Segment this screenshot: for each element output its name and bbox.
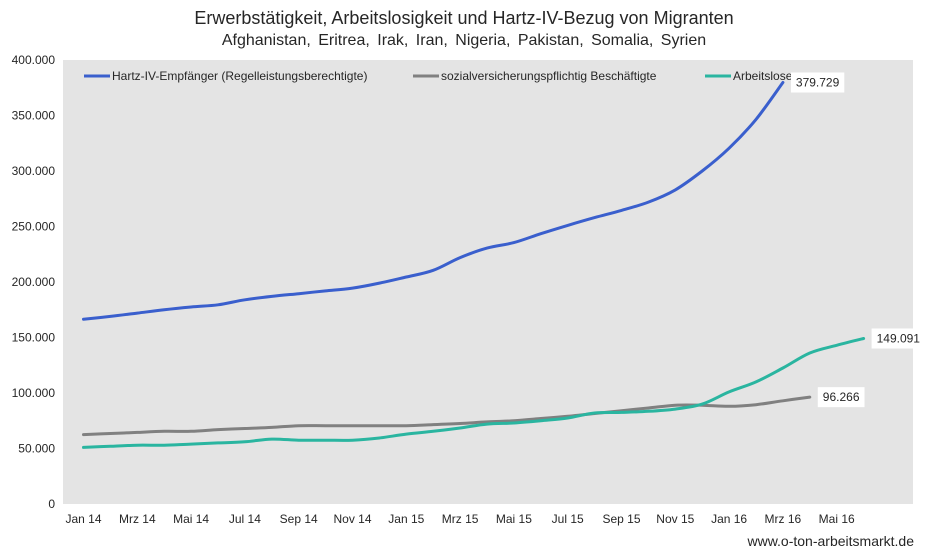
chart-title: Erwerbstätigkeit, Arbeitslosigkeit und H… [194,8,734,28]
x-tick-label: Sep 15 [602,512,640,526]
x-tick-label: Jul 15 [552,512,584,526]
chart-subtitle: Afghanistan, Eritrea, Irak, Iran, Nigeri… [221,32,707,49]
legend: Hartz-IV-Empfänger (Regelleistungsberech… [84,69,793,83]
y-tick-label: 400.000 [12,53,56,67]
x-tick-label: Jan 15 [388,512,424,526]
y-tick-label: 100.000 [12,386,56,400]
end-value-label: 149.091 [877,332,921,346]
x-tick-label: Mrz 16 [765,512,802,526]
series-lines [82,81,866,449]
end-value-label: 379.729 [796,76,840,90]
x-axis: Jan 14 Mrz 14 Mai 14 Jul 14 Sep 14 Nov 14 Jan … [65,512,855,526]
series-line [82,337,866,449]
plot-area [63,60,913,504]
x-tick-label: Mai 15 [496,512,532,526]
x-tick-label: Mrz 14 [119,512,156,526]
end-label-box [790,72,845,93]
x-tick-label: Jan 14 [65,512,101,526]
x-tick-label: Sep 14 [280,512,318,526]
end-label-box [817,387,865,408]
source-credit: www.o-ton-arbeitsmarkt.de [747,533,914,549]
y-tick-label: 350.000 [12,109,56,123]
y-tick-label: 150.000 [12,331,56,345]
y-tick-label: 200.000 [12,275,56,289]
x-tick-label: Mrz 15 [442,512,479,526]
legend-label: sozialversicherungspflichtig Beschäftigt… [441,69,657,83]
y-tick-label: 250.000 [12,220,56,234]
end-labels: 379.729 96.266 149.091 [790,72,925,408]
x-tick-label: Nov 14 [333,512,371,526]
series-line [82,81,785,321]
series-line [82,395,812,437]
x-tick-label: Mai 14 [173,512,209,526]
legend-label: Hartz-IV-Empfänger (Regelleistungsberech… [112,69,367,83]
end-value-label: 96.266 [823,390,860,404]
x-tick-label: Mai 16 [819,512,855,526]
y-tick-label: 0 [48,497,55,511]
end-label-box [871,328,925,349]
x-tick-label: Jan 16 [711,512,747,526]
x-tick-label: Jul 14 [229,512,261,526]
y-tick-label: 300.000 [12,164,56,178]
y-axis: 0 50.000 100.000 150.000 200.000 250.000 300.0… [12,53,56,511]
legend-label: Arbeitslose [733,69,793,83]
y-tick-label: 50.000 [18,442,55,456]
x-tick-label: Nov 15 [656,512,694,526]
